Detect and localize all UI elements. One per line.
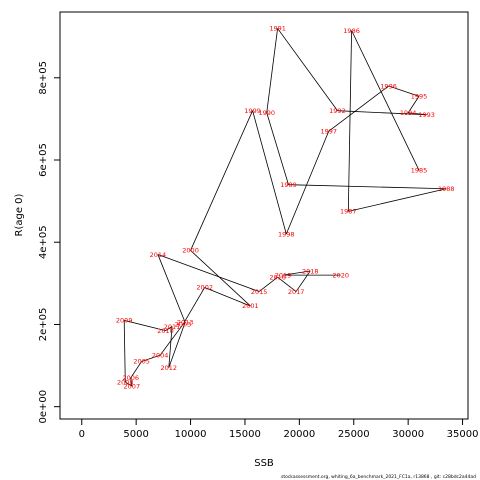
segment-2004-2005 <box>141 354 161 362</box>
point-label-2008: 2008 <box>117 378 134 386</box>
point-label-2011: 2011 <box>164 323 181 331</box>
segment-2009-2010 <box>124 319 166 331</box>
segment-1991-1992 <box>277 28 338 111</box>
segment-2018-2019 <box>282 270 311 276</box>
point-label-1995: 1995 <box>411 93 428 101</box>
point-label-1996: 1996 <box>380 82 397 90</box>
segment-1999-2000 <box>190 110 253 251</box>
segment-2012-2013 <box>168 322 186 368</box>
segment-2001-2002 <box>204 287 251 307</box>
segment-2017-2018 <box>295 270 311 292</box>
segment-2016-2017 <box>277 276 297 292</box>
point-label-1988: 1988 <box>438 185 455 193</box>
segment-2002-2003 <box>182 287 206 325</box>
segment-1997-1998 <box>285 131 330 235</box>
x-tick-label-5000: 5000 <box>123 429 148 440</box>
segment-1994-1995 <box>407 96 420 113</box>
x-tick-label-15000: 15000 <box>229 429 261 440</box>
point-label-2010: 2010 <box>157 327 174 335</box>
x-tick-label-10000: 10000 <box>175 429 207 440</box>
x-axis: 0 5000 10000 15000 20000 25000 30000 35000 <box>79 418 479 440</box>
point-label-2019: 2019 <box>275 271 292 279</box>
point-label-1990: 1990 <box>258 109 275 117</box>
point-label-1993: 1993 <box>418 111 435 119</box>
point-label-1997: 1997 <box>320 128 337 136</box>
point-label-2005: 2005 <box>133 358 150 366</box>
segment-2010-2011 <box>165 326 173 331</box>
segment-1987-1988 <box>348 188 447 212</box>
point-label-1999: 1999 <box>244 107 261 115</box>
point-label-2000: 2000 <box>182 247 199 255</box>
x-tick-label-30000: 30000 <box>392 429 424 440</box>
point-label-2006: 2006 <box>122 374 139 382</box>
point-label-2017: 2017 <box>288 288 305 296</box>
point-label-2003: 2003 <box>175 321 192 329</box>
x-axis-label: SSB <box>254 458 274 469</box>
segment-1988-1989 <box>288 184 447 190</box>
y-axis: 0e+00 2e+05 4e+05 6e+05 8e+05 <box>38 61 61 424</box>
segment-1993-1994 <box>408 112 427 116</box>
point-label-1998: 1998 <box>278 230 295 238</box>
point-label-2009: 2009 <box>116 317 133 325</box>
point-label-1991: 1991 <box>269 25 286 33</box>
segment-2015-2016 <box>258 276 278 292</box>
point-label-1985: 1985 <box>411 167 428 175</box>
segment-1992-1993 <box>337 110 427 116</box>
segment-1996-1997 <box>328 85 389 132</box>
footnote: stockassessment.org, whiting_6a_benchmar… <box>281 474 476 480</box>
point-label-2016: 2016 <box>269 273 286 281</box>
segment-1985-1986 <box>351 30 420 171</box>
y-tick-label-0: 0e+00 <box>38 390 49 424</box>
segment-1995-1996 <box>388 85 420 97</box>
segment-1990-1991 <box>266 28 278 113</box>
segment-1986-1987 <box>347 30 352 212</box>
segment-2003-2004 <box>159 324 184 356</box>
point-label-1986: 1986 <box>343 27 360 35</box>
segment-2013-2014 <box>157 254 186 323</box>
segment-2008-2009 <box>123 320 126 383</box>
point-label-2002: 2002 <box>196 284 213 292</box>
x-tick-label-35000: 35000 <box>447 429 479 440</box>
point-label-2015: 2015 <box>251 288 268 296</box>
x-tick-label-20000: 20000 <box>283 429 315 440</box>
point-labels: 1985 1986 1987 1988 1989 1990 1991 1992 19931994… <box>116 25 455 391</box>
y-tick-label-800000: 8e+05 <box>38 61 49 95</box>
segment-2000-2001 <box>190 250 251 307</box>
series-lines <box>123 28 447 387</box>
point-label-2004: 2004 <box>152 352 169 360</box>
point-label-1992: 1992 <box>329 107 346 115</box>
point-label-1989: 1989 <box>280 181 297 189</box>
point-label-2001: 2001 <box>242 302 259 310</box>
point-label-2014: 2014 <box>150 251 167 259</box>
segment-2005-2006 <box>130 361 142 379</box>
point-label-2007: 2007 <box>124 382 141 390</box>
segment-2011-2012 <box>168 326 173 368</box>
y-tick-label-400000: 4e+05 <box>38 225 49 259</box>
segment-2007-2008 <box>125 381 133 387</box>
point-label-2020: 2020 <box>332 271 349 279</box>
point-label-2013: 2013 <box>177 319 194 327</box>
y-axis-label: R(age 0) <box>14 193 25 236</box>
y-tick-label-600000: 6e+05 <box>38 143 49 177</box>
segment-1989-1990 <box>266 112 289 185</box>
point-label-2018: 2018 <box>302 267 319 275</box>
y-tick-label-200000: 2e+05 <box>38 308 49 342</box>
segment-1998-1999 <box>252 110 287 235</box>
point-label-2012: 2012 <box>161 364 178 372</box>
segment-2014-2015 <box>157 254 260 292</box>
segment-2006-2007 <box>130 377 133 387</box>
point-label-1987: 1987 <box>340 208 357 216</box>
x-tick-label-0: 0 <box>79 429 85 440</box>
point-label-1994: 1994 <box>400 109 417 117</box>
x-tick-label-25000: 25000 <box>338 429 370 440</box>
